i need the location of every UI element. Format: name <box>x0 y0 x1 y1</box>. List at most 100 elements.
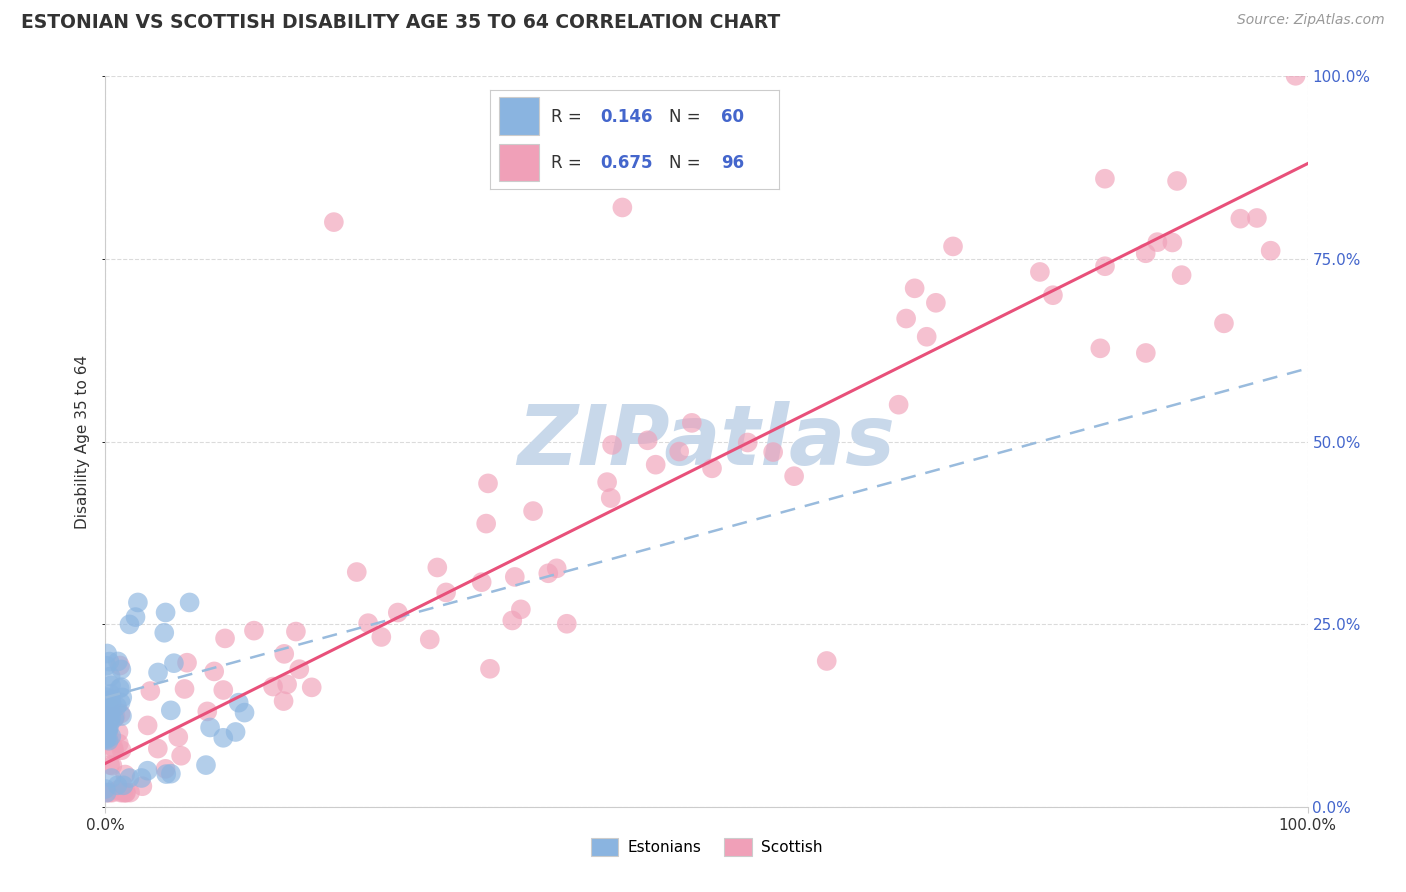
Point <box>1094 171 1116 186</box>
Point <box>103 711 125 725</box>
Point <box>322 215 344 229</box>
Point <box>136 764 159 778</box>
Point <box>284 624 307 639</box>
Point <box>107 725 129 739</box>
Point <box>110 706 132 721</box>
Point <box>160 766 183 780</box>
Point <box>107 737 129 751</box>
Point <box>103 743 125 757</box>
Point <box>115 786 138 800</box>
Point <box>98 707 121 722</box>
Point <box>762 445 785 459</box>
Point <box>96 732 118 747</box>
Point <box>112 778 135 792</box>
Legend: Estonians, Scottish: Estonians, Scottish <box>585 832 828 862</box>
Point <box>173 681 195 696</box>
Point <box>103 740 125 755</box>
Point <box>98 655 121 669</box>
Point <box>98 758 121 772</box>
Point <box>233 706 256 720</box>
Point <box>212 731 235 745</box>
Point <box>120 786 142 800</box>
Point <box>146 665 169 680</box>
Point <box>1229 211 1251 226</box>
Point <box>155 606 177 620</box>
Point <box>98 700 121 714</box>
Point <box>101 758 124 772</box>
Point <box>262 680 284 694</box>
Point <box>273 647 295 661</box>
Point <box>159 703 181 717</box>
Point <box>357 616 380 631</box>
Point <box>96 721 118 735</box>
Point <box>97 723 120 738</box>
Point <box>1029 265 1052 279</box>
Point <box>546 561 568 575</box>
Point <box>94 708 117 723</box>
Point <box>139 684 162 698</box>
Point <box>887 398 910 412</box>
Point <box>104 709 127 723</box>
Point <box>96 647 118 661</box>
Point <box>114 786 136 800</box>
Point <box>118 617 141 632</box>
Point <box>114 767 136 781</box>
Point <box>94 781 117 797</box>
Point <box>100 678 122 692</box>
Point <box>105 699 128 714</box>
Point <box>110 695 132 709</box>
Point <box>942 239 965 253</box>
Point <box>124 610 146 624</box>
Point <box>155 762 177 776</box>
Point <box>202 665 225 679</box>
Point <box>100 771 122 785</box>
Point <box>97 694 120 708</box>
Point <box>100 710 122 724</box>
Point <box>153 625 176 640</box>
Point <box>1094 259 1116 273</box>
Point <box>110 662 132 676</box>
Point <box>131 779 153 793</box>
Point <box>194 758 217 772</box>
Point <box>111 709 134 723</box>
Point <box>118 771 141 785</box>
Point <box>503 570 526 584</box>
Point <box>100 687 122 701</box>
Point <box>131 771 153 785</box>
Point <box>94 731 117 745</box>
Text: ESTONIAN VS SCOTTISH DISABILITY AGE 35 TO 64 CORRELATION CHART: ESTONIAN VS SCOTTISH DISABILITY AGE 35 T… <box>21 13 780 32</box>
Point <box>276 677 298 691</box>
Point <box>599 491 621 505</box>
Point <box>501 614 523 628</box>
Point <box>112 786 135 800</box>
Point <box>96 690 118 705</box>
Point <box>1260 244 1282 258</box>
Point <box>471 575 494 590</box>
Point <box>96 700 118 714</box>
Point <box>904 281 927 295</box>
Point <box>98 712 121 726</box>
Point <box>98 786 121 800</box>
Point <box>1135 346 1157 360</box>
Point <box>98 706 121 720</box>
Point <box>96 731 118 746</box>
Point <box>198 721 221 735</box>
Point <box>225 725 247 739</box>
Text: Source: ZipAtlas.com: Source: ZipAtlas.com <box>1237 13 1385 28</box>
Point <box>1135 246 1157 260</box>
Point <box>600 438 623 452</box>
Point <box>915 330 938 344</box>
Point <box>426 560 449 574</box>
Point <box>475 516 498 531</box>
Point <box>925 295 948 310</box>
Point <box>419 632 441 647</box>
Point <box>228 696 250 710</box>
Point <box>101 786 124 800</box>
Point <box>107 778 129 792</box>
Point <box>110 743 132 757</box>
Point <box>612 201 634 215</box>
Point <box>1090 342 1112 356</box>
Point <box>212 683 235 698</box>
Point <box>668 444 690 458</box>
Point <box>214 632 236 646</box>
